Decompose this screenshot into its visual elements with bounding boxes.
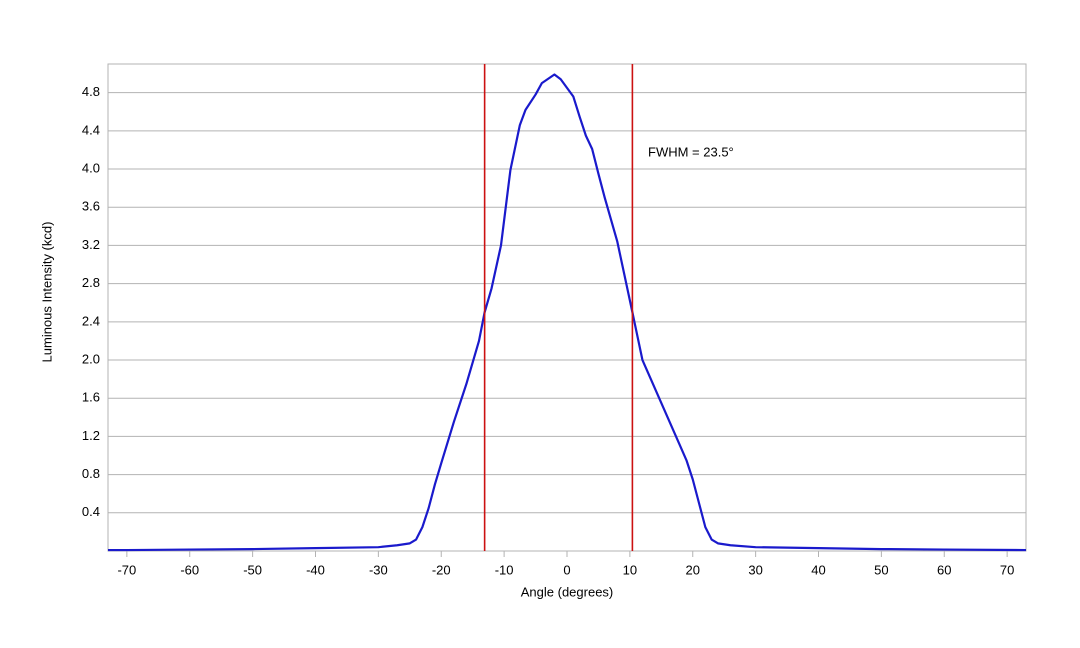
y-tick-label: 2.4 (82, 313, 100, 328)
y-tick-label: 4.0 (82, 160, 100, 175)
y-tick-label: 4.8 (82, 84, 100, 99)
x-tick-label: 40 (811, 562, 825, 577)
x-tick-label: -50 (243, 562, 262, 577)
y-tick-label: 1.6 (82, 390, 100, 405)
x-tick-label: -60 (180, 562, 199, 577)
y-axis-label: Luminous Intensity (kcd) (39, 222, 54, 363)
x-tick-label: 30 (748, 562, 762, 577)
x-tick-label: 70 (1000, 562, 1014, 577)
x-tick-label: -40 (306, 562, 325, 577)
y-tick-label: 4.4 (82, 122, 100, 137)
y-tick-label: 0.4 (82, 504, 100, 519)
y-tick-label: 1.2 (82, 428, 100, 443)
x-tick-label: -20 (432, 562, 451, 577)
x-tick-label: 50 (874, 562, 888, 577)
y-tick-label: 2.8 (82, 275, 100, 290)
y-tick-label: 2.0 (82, 351, 100, 366)
x-tick-label: 0 (563, 562, 570, 577)
x-tick-label: 20 (686, 562, 700, 577)
data-line (108, 73, 1027, 552)
y-tick-label: 0.8 (82, 466, 100, 481)
x-tick-label: -30 (369, 562, 388, 577)
y-tick-label: 3.2 (82, 237, 100, 252)
x-tick-label: -10 (495, 562, 514, 577)
annotation: FWHM = 23.5° (648, 144, 734, 159)
y-tick-label: 3.6 (82, 199, 100, 214)
x-tick-label: 60 (937, 562, 951, 577)
x-tick-label: -70 (117, 562, 136, 577)
x-axis-label: Angle (degrees) (521, 584, 614, 599)
x-tick-label: 10 (623, 562, 637, 577)
